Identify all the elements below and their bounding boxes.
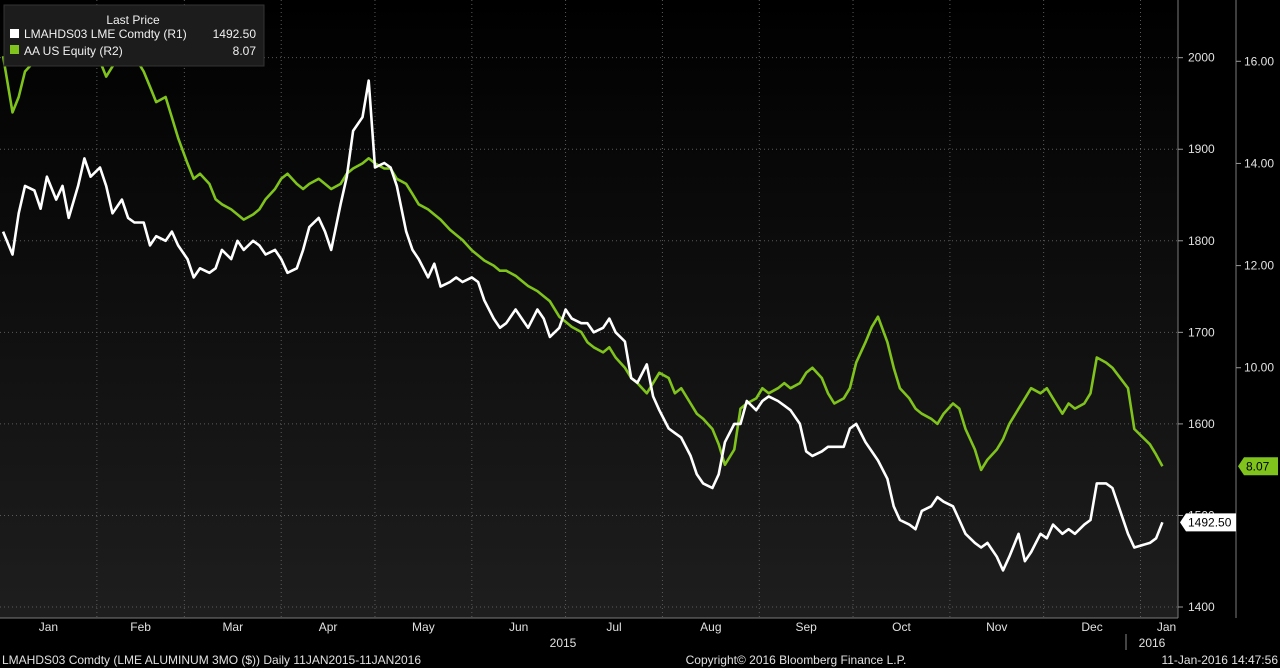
r2-tick-label: 10.00 (1244, 361, 1274, 375)
legend-value-lme: 1492.50 (213, 27, 257, 41)
x-tick-label: Jun (509, 620, 528, 634)
footer-timestamp: 11-Jan-2016 14:47:56 (1161, 653, 1278, 667)
x-tick-label: Jan (39, 620, 58, 634)
r2-tick-label: 16.00 (1244, 54, 1274, 68)
last-value-tags: 1492.50 8.07 (1180, 457, 1278, 532)
x-tick-label: May (412, 620, 435, 634)
series-line-lme (1, 79, 1164, 572)
x-tick-label: Apr (319, 620, 338, 634)
r2-tick-label: 14.00 (1244, 156, 1274, 170)
legend-label-aa: AA US Equity (R2) (24, 44, 123, 58)
r1-tick-label: 1400 (1188, 600, 1215, 614)
r1-tick-label: 1800 (1188, 234, 1215, 248)
footer-copyright: Copyright© 2016 Bloomberg Finance L.P. (686, 653, 907, 667)
x-year-label: 2016 (1139, 636, 1166, 650)
x-tick-label: Mar (222, 620, 243, 634)
x-tick-label: Oct (892, 620, 911, 634)
r1-tick-label: 1600 (1188, 417, 1215, 431)
legend-swatch-lme (10, 29, 19, 38)
legend-box (3, 4, 265, 67)
r1-tick-label: 1900 (1188, 142, 1215, 156)
legend-header: Last Price (106, 13, 160, 27)
r1-tick-label: 2000 (1188, 51, 1215, 65)
x-year-label: 2015 (550, 636, 577, 650)
r2-tick-label: 12.00 (1244, 259, 1274, 273)
legend: Last Price LMAHDS03 LME Comdty (R1) 1492… (3, 4, 265, 67)
r2-axis: 10.00 12.00 14.00 16.00 (1236, 54, 1274, 375)
x-tick-label: Jul (606, 620, 621, 634)
r1-tick-label: 1700 (1188, 325, 1215, 339)
series-group (1, 19, 1164, 572)
footer-security: LMAHDS03 Comdty (LME ALUMINUM 3MO ($)) D… (2, 653, 421, 667)
plot-area (0, 0, 1178, 618)
legend-swatch-aa (10, 45, 19, 54)
legend-value-aa: 8.07 (233, 44, 257, 58)
tag-shape (1238, 457, 1278, 476)
x-tick-label: Sep (795, 620, 817, 634)
last-value-tag-lme: 1492.50 (1180, 513, 1236, 532)
x-tick-label: Jan (1157, 620, 1176, 634)
last-value-tag-aa: 8.07 (1238, 457, 1278, 476)
x-tick-label: Dec (1081, 620, 1102, 634)
x-tick-label: Aug (700, 620, 721, 634)
legend-label-lme: LMAHDS03 LME Comdty (R1) (24, 27, 187, 41)
x-tick-label: Feb (130, 620, 151, 634)
series-line-aa (1, 19, 1164, 472)
tag-shape (1180, 513, 1236, 532)
x-axis: Jan Feb Mar Apr May Jun Jul Aug Sep Oct Nov Dec Jan 2… (39, 620, 1176, 650)
x-tick-label: Nov (986, 620, 1007, 634)
tag-text: 1492.50 (1188, 515, 1232, 529)
tag-text: 8.07 (1246, 459, 1270, 473)
grid (0, 0, 1178, 618)
